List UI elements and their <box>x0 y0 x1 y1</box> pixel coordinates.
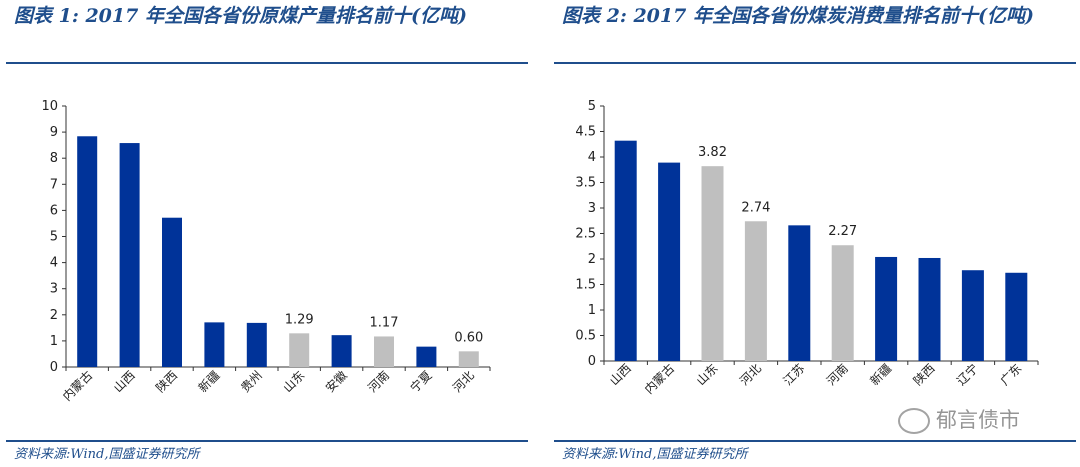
category-label: 江苏 <box>781 361 808 388</box>
y-tick-label: 3 <box>588 201 596 216</box>
category-label: 宁夏 <box>407 368 435 396</box>
y-tick-label: 10 <box>41 99 58 114</box>
y-tick-label: 1.5 <box>575 278 596 293</box>
bar <box>289 333 309 367</box>
category-label: 河北 <box>450 368 477 395</box>
category-label: 山西 <box>607 361 634 388</box>
y-tick-label: 2 <box>50 308 58 323</box>
bar <box>788 225 810 361</box>
bar-chart: 0 1 2 3 4 5 6 7 8 9 10 内蒙古 山西 陕西 新疆 贵州 1.29 山东 安徽 1.17 河南 宁夏 0… <box>0 66 528 436</box>
y-tick-label: 2.5 <box>575 227 596 242</box>
category-label: 内蒙古 <box>641 361 677 397</box>
category-label: 内蒙古 <box>59 368 95 404</box>
source-rule <box>554 440 1076 442</box>
bar <box>204 322 224 367</box>
y-tick-label: 6 <box>50 203 58 218</box>
category-label: 山西 <box>111 368 138 395</box>
y-tick-label: 5 <box>50 230 58 245</box>
category-label: 山东 <box>280 368 307 395</box>
source-rule <box>6 440 528 442</box>
bar <box>77 136 97 367</box>
title-rule <box>6 62 528 64</box>
category-label: 广东 <box>998 361 1025 388</box>
category-label: 陕西 <box>910 361 938 389</box>
wechat-icon <box>898 408 930 434</box>
category-label: 新疆 <box>195 368 223 396</box>
bar <box>919 258 941 361</box>
bar <box>120 143 140 367</box>
category-label: 贵州 <box>238 368 265 395</box>
bar-chart: 0 0.5 1 1.5 2 2.5 3 3.5 4 4.5 5 山西 内蒙古 3.82 山东 2.74 河北 江苏… <box>548 66 1076 436</box>
category-label: 河南 <box>365 368 393 396</box>
bar <box>1005 273 1027 361</box>
data-label: 1.29 <box>285 312 314 327</box>
figure-title: 图表 1: 2017 年全国各省份原煤产量排名前十(亿吨) <box>14 2 520 31</box>
bar <box>332 335 352 367</box>
y-tick-label: 2 <box>588 252 596 267</box>
category-label: 山东 <box>694 361 721 388</box>
y-tick-label: 4.5 <box>575 125 596 140</box>
watermark: 郁言债市 <box>898 404 1020 434</box>
figure-title: 图表 2: 2017 年全国各省份煤炭消费量排名前十(亿吨) <box>562 2 1068 31</box>
data-label: 2.74 <box>741 200 770 215</box>
bar <box>875 257 897 361</box>
source-note: 资料来源:Wind,国盛证券研究所 <box>562 443 748 462</box>
bar <box>459 351 479 367</box>
y-tick-label: 0.5 <box>575 329 596 344</box>
y-tick-label: 4 <box>50 256 58 271</box>
bar <box>162 218 182 367</box>
data-label: 3.82 <box>698 145 727 160</box>
bar <box>962 270 984 361</box>
data-label: 2.27 <box>828 224 857 239</box>
title-rule <box>554 62 1076 64</box>
bar <box>247 323 267 367</box>
bar <box>416 347 436 367</box>
y-tick-label: 1 <box>50 334 58 349</box>
y-tick-label: 3 <box>50 282 58 297</box>
bar <box>745 221 767 361</box>
bar <box>615 141 637 361</box>
data-label: 1.17 <box>370 315 399 330</box>
bar <box>658 163 680 361</box>
y-tick-label: 3.5 <box>575 176 596 191</box>
bar <box>374 336 394 367</box>
category-label: 新疆 <box>867 361 895 389</box>
chart-panel-left: 图表 1: 2017 年全国各省份原煤产量排名前十(亿吨) 0 1 2 3 4 5 6 7 8 9… <box>0 0 528 467</box>
y-tick-label: 9 <box>50 125 58 140</box>
bar <box>832 245 854 361</box>
watermark-text: 郁言债市 <box>936 408 1020 432</box>
y-tick-label: 7 <box>50 177 58 192</box>
category-label: 辽宁 <box>953 361 981 389</box>
y-tick-label: 1 <box>588 303 596 318</box>
data-label: 0.60 <box>454 330 483 345</box>
y-tick-label: 0 <box>50 360 58 375</box>
chart-panel-right: 图表 2: 2017 年全国各省份煤炭消费量排名前十(亿吨) 0 0.5 1 1.5 2… <box>548 0 1076 467</box>
category-label: 河南 <box>823 361 851 389</box>
bar <box>702 166 724 361</box>
y-tick-label: 4 <box>588 150 596 165</box>
category-label: 陕西 <box>153 368 181 396</box>
y-tick-label: 0 <box>588 354 596 369</box>
y-tick-label: 8 <box>50 151 58 166</box>
category-label: 河北 <box>737 361 764 388</box>
category-label: 安徽 <box>322 368 350 396</box>
source-note: 资料来源:Wind,国盛证券研究所 <box>14 443 200 462</box>
y-tick-label: 5 <box>588 99 596 114</box>
